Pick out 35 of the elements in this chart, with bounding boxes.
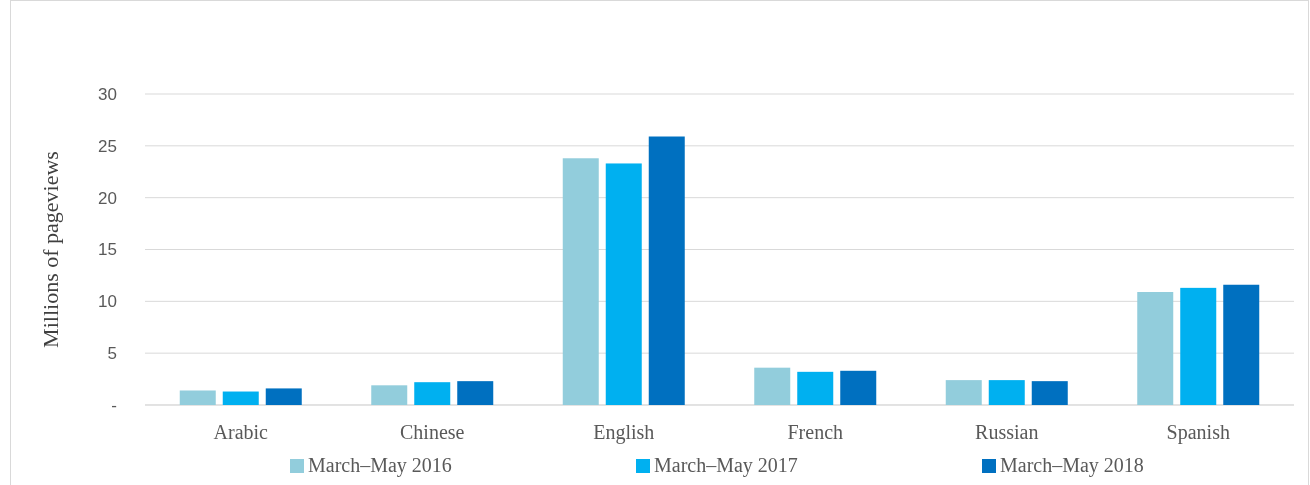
bar [265, 388, 302, 405]
y-tick-label: 20 [98, 188, 117, 208]
y-tick-label: 5 [107, 344, 117, 364]
x-tick-label: Spanish [1166, 421, 1230, 445]
bar [1223, 284, 1260, 405]
bar [945, 380, 982, 405]
bar [1180, 287, 1217, 405]
y-tick-label: - [111, 395, 117, 415]
bar [605, 163, 642, 405]
bar [840, 370, 877, 405]
x-tick-label: French [787, 421, 844, 444]
x-tick-label: English [593, 421, 655, 445]
bar [371, 385, 408, 405]
bar [648, 136, 685, 405]
y-tick-label: 10 [98, 292, 117, 312]
bar [179, 390, 216, 405]
y-tick-label: 30 [98, 84, 117, 104]
bar [414, 382, 451, 405]
bar [754, 367, 791, 405]
bar [1137, 292, 1174, 405]
y-tick-label: 15 [98, 240, 117, 260]
x-tick-label: Chinese [400, 421, 465, 444]
bar [797, 371, 834, 405]
bar [1031, 381, 1068, 405]
y-axis-title: Millions of pageviews [38, 151, 63, 348]
bar [562, 158, 599, 405]
x-tick-label: Russian [975, 421, 1039, 444]
legend-label: March–May 2016 [308, 454, 452, 477]
legend-label: March–May 2017 [654, 454, 798, 477]
x-tick-label: Arabic [213, 421, 269, 444]
legend-label: March–May 2018 [1000, 454, 1144, 477]
y-tick-label: 25 [98, 136, 117, 156]
bar [457, 381, 494, 405]
bar [222, 391, 259, 405]
bar [988, 380, 1025, 405]
